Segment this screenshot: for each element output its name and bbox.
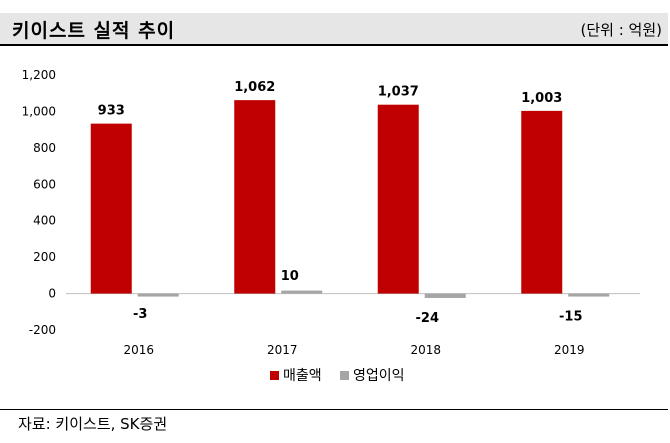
x-tick-label: 2016 <box>123 343 154 357</box>
data-label: 10 <box>281 269 299 284</box>
data-label: 1,037 <box>378 85 419 100</box>
legend-label: 매출액 <box>283 368 322 384</box>
y-tick-label: 800 <box>33 141 56 155</box>
legend-swatch <box>270 371 279 380</box>
y-tick-label: -200 <box>29 323 56 337</box>
unit-label: (단위 : 억원) <box>580 21 663 39</box>
y-tick-label: 400 <box>33 214 56 228</box>
y-tick-label: 600 <box>33 177 56 191</box>
y-tick-label: 0 <box>48 287 56 301</box>
revenue-bar <box>234 100 276 294</box>
y-tick-label: 1,200 <box>22 68 56 82</box>
legend-swatch <box>340 371 349 380</box>
bar-chart: -200 0 200 400 600 800 1,000 1,200 2016 933 -3 2017… <box>22 68 640 384</box>
chart-title: 키이스트 실적 추이 <box>12 20 176 42</box>
x-tick-label: 2017 <box>267 343 298 357</box>
data-label: 1,003 <box>521 91 562 106</box>
y-tick-label: 200 <box>33 250 56 264</box>
op-profit-bar <box>137 293 179 297</box>
y-tick-label: 1,000 <box>22 104 56 118</box>
data-label: 933 <box>98 104 125 119</box>
x-tick-label: 2018 <box>410 343 441 357</box>
legend-label: 영업이익 <box>353 368 405 384</box>
title-bar: 키이스트 실적 추이 (단위 : 억원) <box>0 13 668 46</box>
op-profit-bar <box>281 290 323 294</box>
data-label: -3 <box>133 307 147 322</box>
data-label: -15 <box>559 309 583 324</box>
footer-divider <box>0 409 668 410</box>
revenue-bar <box>377 104 419 294</box>
x-tick-label: 2019 <box>554 343 585 357</box>
revenue-bar <box>90 123 132 294</box>
revenue-bar <box>521 110 563 294</box>
data-label: 1,062 <box>234 80 275 95</box>
op-profit-bar <box>424 293 466 298</box>
data-label: -24 <box>416 311 440 326</box>
source-note: 자료: 키이스트, SK증권 <box>18 415 168 433</box>
op-profit-bar <box>568 293 610 297</box>
